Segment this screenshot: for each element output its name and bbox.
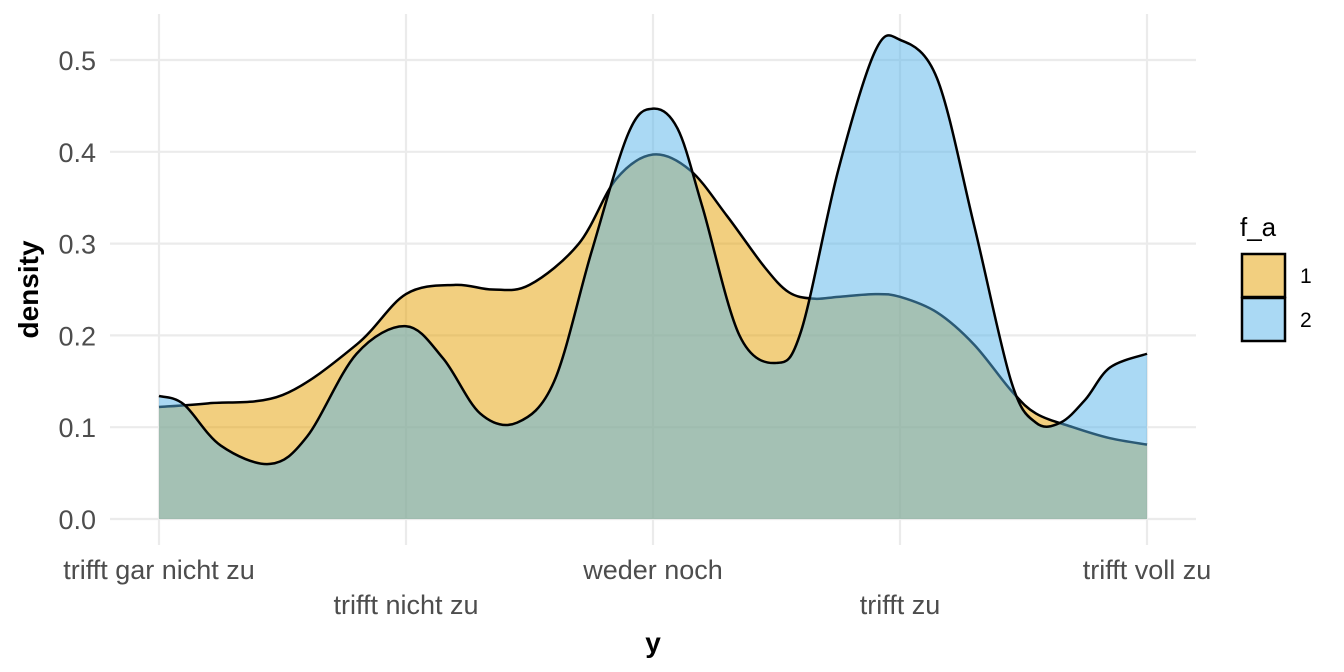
y-tick-label: 0.5 (58, 46, 96, 76)
x-tick-label: trifft nicht zu (333, 590, 478, 620)
legend-label-2: 2 (1300, 309, 1312, 332)
density-area-2 (159, 35, 1147, 519)
legend-label-1: 1 (1300, 265, 1312, 288)
y-tick-label: 0.4 (58, 138, 96, 168)
y-tick-label: 0.0 (58, 505, 96, 535)
legend-title: f_a (1240, 212, 1277, 242)
y-tick-label: 0.2 (58, 321, 96, 351)
legend-swatch-2 (1240, 296, 1287, 343)
legend-swatch-1 (1240, 252, 1287, 299)
y-tick-labels: 0.0 0.1 0.2 0.3 0.4 0.5 (58, 46, 96, 535)
y-tick-label: 0.1 (58, 413, 96, 443)
y-tick-label: 0.3 (58, 230, 96, 260)
x-tick-label: trifft voll zu (1083, 555, 1212, 585)
x-tick-label: weder noch (582, 555, 723, 585)
x-axis-title: y (645, 627, 661, 658)
x-tick-label: trifft zu (860, 590, 941, 620)
density-line-2 (158, 34, 1148, 466)
y-axis-title: density (13, 240, 44, 338)
x-tick-label: trifft gar nicht zu (63, 555, 255, 585)
density-areas (158, 34, 1148, 519)
x-tick-labels: trifft gar nicht zu trifft nicht zu weder … (63, 555, 1211, 620)
legend: f_a 1 2 (1240, 212, 1312, 343)
